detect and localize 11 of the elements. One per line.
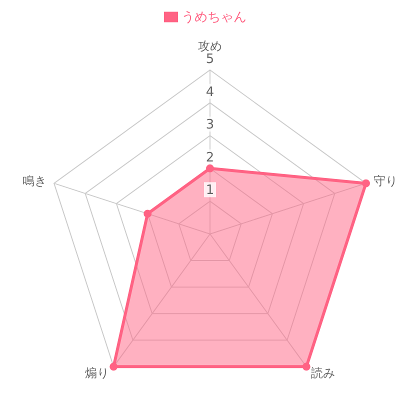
y-tick-label: 3	[206, 118, 214, 133]
spoke-label: 鳴き	[22, 174, 46, 188]
spoke-label: 守り	[374, 174, 398, 188]
y-tick-label: 2	[206, 150, 214, 166]
y-tick-label: 5	[206, 52, 214, 67]
spoke-label: 煽り	[84, 366, 109, 380]
spoke-label: 読み	[311, 366, 336, 380]
y-tick-label: 1	[206, 183, 214, 198]
y-tick-label: 4	[206, 84, 214, 100]
spoke-label: 攻め	[198, 39, 222, 53]
legend-label: うめちゃん	[182, 10, 246, 25]
